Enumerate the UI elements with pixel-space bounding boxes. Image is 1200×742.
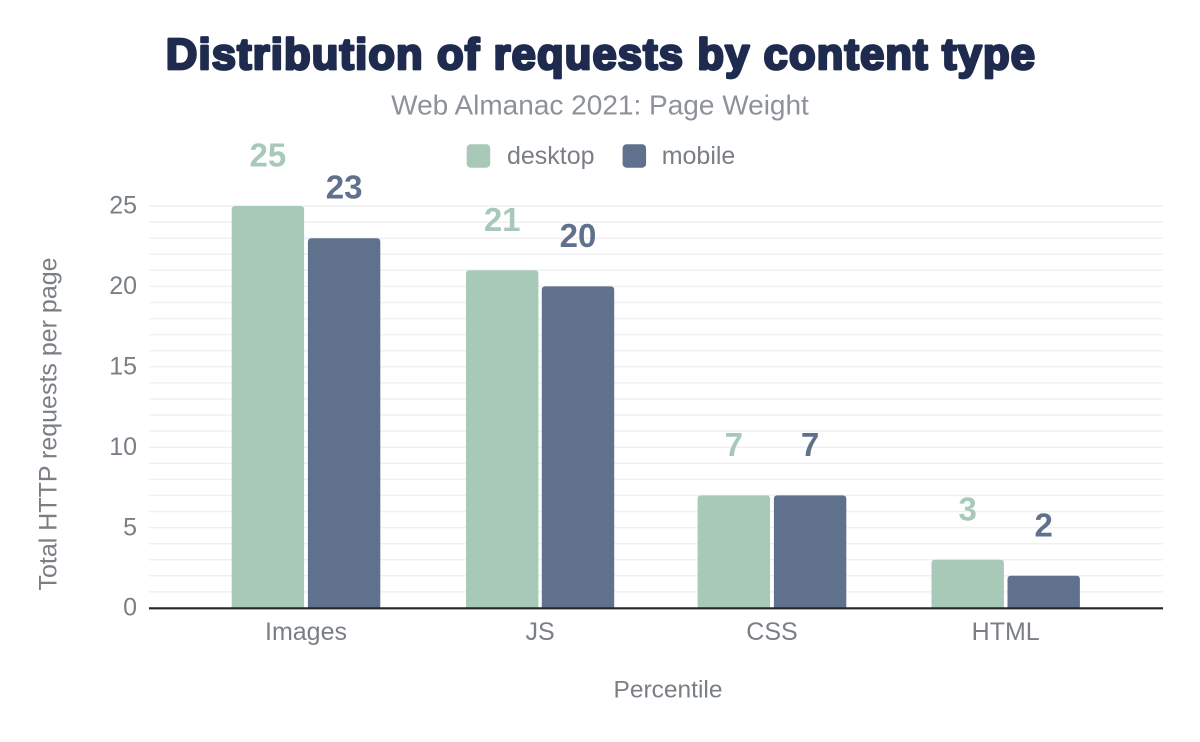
- svg-text:3: 3: [959, 490, 977, 527]
- svg-text:7: 7: [725, 426, 743, 463]
- svg-text:25: 25: [250, 137, 287, 174]
- svg-text:Total HTTP requests per page: Total HTTP requests per page: [35, 257, 63, 590]
- svg-text:Images: Images: [265, 618, 347, 646]
- svg-text:2: 2: [1035, 506, 1053, 543]
- svg-text:HTML: HTML: [972, 618, 1040, 646]
- svg-text:23: 23: [326, 169, 363, 206]
- svg-text:21: 21: [484, 201, 521, 238]
- svg-text:JS: JS: [526, 618, 555, 646]
- svg-text:Percentile: Percentile: [614, 676, 723, 703]
- svg-text:mobile: mobile: [662, 142, 736, 170]
- svg-text:Web Almanac 2021: Page Weight: Web Almanac 2021: Page Weight: [391, 90, 809, 121]
- svg-text:15: 15: [109, 353, 137, 381]
- svg-text:Distribution of requests by co: Distribution of requests by content type: [166, 31, 1036, 79]
- svg-text:0: 0: [123, 594, 137, 622]
- svg-text:5: 5: [123, 513, 137, 541]
- svg-text:desktop: desktop: [507, 142, 595, 170]
- svg-text:7: 7: [801, 426, 819, 463]
- svg-text:20: 20: [109, 272, 137, 300]
- svg-text:CSS: CSS: [746, 618, 797, 646]
- svg-text:25: 25: [109, 192, 137, 220]
- svg-text:20: 20: [560, 217, 597, 254]
- svg-text:10: 10: [109, 433, 137, 461]
